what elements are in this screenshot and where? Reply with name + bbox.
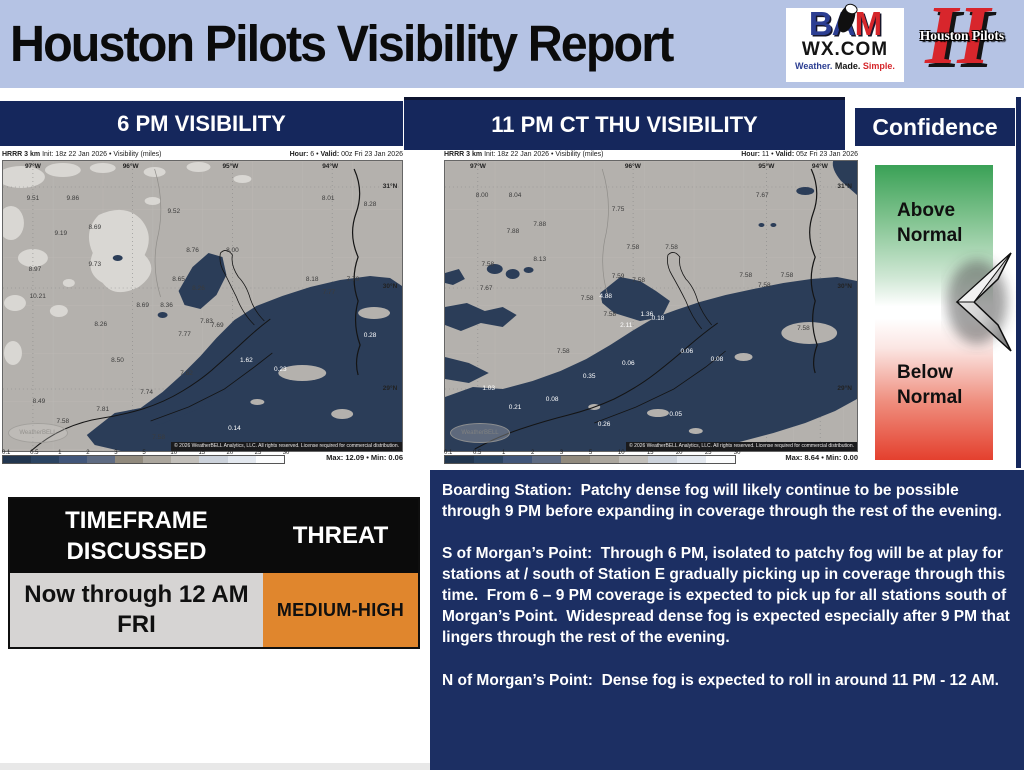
confidence-gauge: Above Normal Below Normal: [875, 165, 1012, 460]
timeframe-header-cell: TIMEFRAME DISCUSSED: [10, 499, 263, 573]
bamwx-logo: BAM WX.COM Weather. Made. Simple.: [786, 3, 904, 82]
page-title: Houston Pilots Visibility Report: [10, 15, 674, 72]
timeframe-threat-table: TIMEFRAME DISCUSSED THREAT Now through 1…: [8, 497, 420, 649]
model-init: Init: 18z 22 Jan 2026 • Visibility (mile…: [40, 151, 162, 158]
right-edge-divider: [1016, 97, 1021, 468]
bamwx-domain: WX.COM: [801, 39, 889, 60]
visibility-map-11pm: HRRR 3 km Init: 18z 22 Jan 2026 • Visibi…: [444, 150, 858, 464]
scale-ticks: 0.1 0.5 1 2 3 5 10 15 20 25 30: [2, 450, 290, 456]
map-scale-11pm: 0.1 0.5 1 2 3 5 10 15 20 25 30 Max: 8.64 • Min: 0.…: [444, 450, 858, 464]
threat-cell: MEDIUM-HIGH: [262, 573, 418, 647]
visibility-map-6pm: HRRR 3 km Init: 18z 22 Jan 2026 • Visibi…: [2, 150, 403, 464]
map-graphic-6pm: [3, 161, 402, 451]
threat-header-cell: THREAT: [262, 499, 418, 573]
map-maxmin: Max: 8.64 • Min: 0.00: [785, 453, 858, 462]
confidence-above-label: Above Normal: [897, 200, 963, 246]
timeframe-value-cell: Now through 12 AM FRI: [10, 573, 263, 647]
discussion-north-morgans-point: N of Morgan’s Point: Dense fog is expect…: [442, 671, 999, 689]
weatherbell-watermark: WeatherBELL: [8, 423, 68, 443]
model-name: HRRR 3 km: [2, 151, 41, 158]
model-init: Init: 18z 22 Jan 2026 • Visibility (mile…: [482, 151, 604, 158]
map-canvas-6pm: WeatherBELL © 2026 WeatherBELL Analytics…: [2, 160, 403, 452]
footer-strip: [0, 763, 430, 770]
panel-header-6pm: 6 PM VISIBILITY: [0, 101, 403, 146]
model-name: HRRR 3 km: [444, 151, 483, 158]
scale-colorbar: [2, 455, 285, 464]
discussion-south-morgans-point: S of Morgan’s Point: Through 6 PM, isola…: [442, 545, 1015, 647]
forecast-discussion: Boarding Station: Patchy dense fog will …: [430, 470, 1024, 770]
bam-letter-m: M: [854, 5, 882, 42]
map-canvas-11pm: WeatherBELL © 2026 WeatherBELL Analytics…: [444, 160, 858, 452]
houston-pilots-logo: H Houston Pilots: [903, 0, 1021, 86]
scale-ticks: 0.1 0.5 1 2 3 5 10 15 20 25 30: [444, 450, 741, 456]
map-copyright: © 2026 WeatherBELL Analytics, LLC. All r…: [171, 442, 402, 451]
map-graphic-11pm: [445, 161, 857, 451]
map-maxmin: Max: 12.09 • Min: 0.06: [326, 453, 403, 462]
bamwx-tagline: Weather. Made. Simple.: [795, 61, 895, 71]
houston-pilots-label: Houston Pilots: [919, 28, 1005, 43]
bamwx-wordmark: BAM: [786, 3, 904, 42]
houston-pilots-h-icon: H: [925, 0, 991, 82]
map-info-line: HRRR 3 km Init: 18z 22 Jan 2026 • Visibi…: [2, 151, 403, 158]
map-copyright: © 2026 WeatherBELL Analytics, LLC. All r…: [626, 442, 857, 451]
scale-colorbar: [444, 455, 736, 464]
bam-letter-b: B: [808, 5, 833, 42]
map-info-line: HRRR 3 km Init: 18z 22 Jan 2026 • Visibi…: [444, 151, 858, 158]
confidence-below-label: Below Normal: [897, 362, 963, 408]
confidence-pointer-icon: [947, 252, 1012, 352]
confidence-header: Confidence: [855, 108, 1015, 146]
report-header: Houston Pilots Visibility Report BAM WX.…: [0, 0, 1024, 88]
panel-header-11pm: 11 PM CT THU VISIBILITY: [404, 97, 845, 150]
weatherbell-watermark: WeatherBELL: [450, 423, 510, 443]
discussion-boarding-station: Boarding Station: Patchy dense fog will …: [442, 482, 1002, 521]
map-scale-6pm: 0.1 0.5 1 2 3 5 10 15 20 25 30 Max: 12.09 • Min: 0…: [2, 450, 403, 464]
